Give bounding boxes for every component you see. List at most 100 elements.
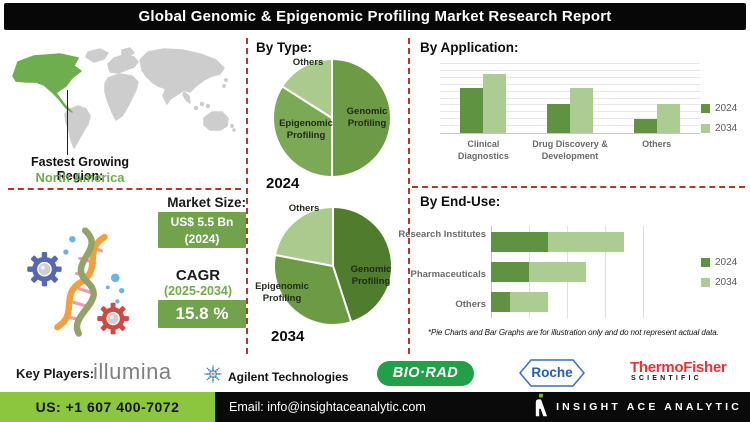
cagr-period: (2025-2034) [163, 284, 233, 298]
application-legend: 2024 2034 [701, 103, 737, 134]
segment-2034 [529, 262, 586, 282]
category-label: Clinical Diagnostics [457, 139, 509, 161]
illumina-logo: illumina [93, 359, 172, 384]
by-type-header: By Type: [256, 40, 313, 55]
category-label: Others [455, 299, 486, 310]
legend-swatch-2024 [701, 104, 710, 113]
market-size-value: US$ 5.5 Bn [170, 215, 234, 229]
roche-logo: Roche [531, 365, 573, 380]
legend-item-2034: 2034 [701, 123, 737, 134]
agilent-spark-icon [204, 365, 222, 383]
stacked-bar-others [491, 292, 548, 312]
bar-2034-drug-discovery-development [570, 88, 593, 133]
india [162, 87, 173, 105]
pie-slice-epigenomic-profiling [273, 253, 353, 326]
bar-2034-clinical-diagnostics [483, 74, 507, 133]
segment-2024 [491, 232, 548, 252]
segment-2024 [491, 292, 510, 312]
molecule-bubbles [63, 235, 125, 304]
australia [203, 111, 229, 131]
footer-phone: US: +1 607 400-7072 [0, 392, 215, 422]
segment-2034 [548, 232, 624, 252]
category-label: Drug Discovery & Development [532, 139, 608, 161]
europe [107, 54, 139, 74]
dna-helix [54, 227, 108, 337]
pie2024-genomic-label: Genomic Profiling [346, 106, 388, 129]
legend-item-2024: 2024 [701, 257, 737, 268]
greenland [85, 48, 109, 63]
pie-slice-genomic-profiling [332, 206, 393, 324]
gridline [440, 83, 700, 85]
pie-slice-others [274, 206, 334, 267]
pie-chart-2034 [273, 206, 393, 326]
key-players-label: Key Players: [16, 366, 95, 381]
gridline [605, 226, 606, 318]
disclaimer-footnote: *Pie Charts and Bar Graphs are for illus… [428, 328, 719, 337]
end-use-legend: 2024 2034 [701, 257, 737, 288]
stacked-bar-research-institutes [491, 232, 624, 252]
application-category-labels: Clinical Diagnostics Drug Discovery & Dev… [440, 139, 700, 162]
segment-2034 [510, 292, 548, 312]
agilent-logo: Agilent Technologies [228, 370, 349, 384]
segment-2024 [491, 262, 529, 282]
end-use-bar-chart [491, 226, 651, 318]
pie2024-others-label: Others [292, 57, 324, 68]
bar-2034-others [656, 104, 680, 133]
stacked-bar-pharmaceuticals [491, 262, 586, 282]
category-label: Pharmaceuticals [410, 269, 486, 280]
insight-ace-logo-icon [535, 393, 548, 417]
asia [139, 48, 225, 99]
footer-brand-name: INSIGHT ACE ANALYTIC [556, 401, 742, 413]
fastest-growing-label: Fastest Growing Region: [31, 155, 129, 183]
market-size-year: (2024) [184, 232, 220, 246]
bar-group-2 [527, 64, 614, 133]
title-banner: Global Genomic & Epigenomic Profiling Ma… [4, 3, 746, 30]
gridline [643, 226, 644, 318]
market-size-badge: US$ 5.5 Bn (2024) [158, 212, 246, 248]
by-end-use-header: By End-Use: [420, 194, 501, 209]
bar-group-3 [613, 64, 700, 133]
gridline [440, 63, 700, 64]
legend-swatch-2034 [701, 124, 710, 133]
africa [104, 73, 139, 121]
legend-label-2024: 2024 [715, 257, 738, 268]
by-application-header: By Application: [420, 40, 519, 55]
legend-label-2034: 2034 [715, 123, 738, 134]
gear-red-icon [97, 302, 129, 335]
pie2034-genomic-label: Genomic Profiling [350, 264, 392, 287]
divider-middle-right [408, 38, 410, 354]
footer-email: Email: info@insightaceanalytic.com [229, 400, 426, 414]
pie2034-others-label: Others [288, 203, 320, 214]
left-panel-divider [8, 188, 241, 190]
scandinavia [121, 47, 135, 57]
report-title: Global Genomic & Epigenomic Profiling Ma… [138, 8, 612, 25]
category-label: Research Institutes [398, 229, 486, 240]
roche-hexagon-icon [519, 359, 585, 387]
bar-2024-clinical-diagnostics [460, 88, 484, 133]
legend-label-2024: 2024 [715, 103, 738, 114]
cagr-label: CAGR [175, 267, 221, 284]
gear-blue-icon [27, 252, 62, 287]
fastest-growing-region: North America [35, 170, 125, 185]
legend-swatch-2034 [701, 278, 710, 287]
right-panel-divider [412, 186, 745, 188]
se-asia [182, 91, 191, 104]
legend-item-2024: 2024 [701, 103, 737, 114]
pie2034-epigenomic-label: Epigenomic Profiling [255, 281, 309, 304]
biorad-logo: BIO·RAD [377, 361, 474, 386]
dna-gears-illustration [27, 227, 129, 337]
legend-item-2034: 2034 [701, 277, 737, 288]
gridline [440, 69, 700, 71]
bar-2024-drug-discovery-development [547, 104, 570, 133]
divider-left-middle [246, 38, 248, 354]
pie-slice-others [281, 58, 333, 119]
pie2034-year-label: 2034 [271, 328, 305, 345]
category-label: Others [642, 139, 672, 149]
bar-group-1 [440, 64, 527, 133]
bar-2024-others [633, 118, 657, 133]
world-map [12, 47, 236, 149]
end-use-category-labels: Research Institutes Pharmaceuticals Others [396, 226, 486, 318]
pie2024-epigenomic-label: Epigenomic Profiling [279, 118, 333, 141]
pie2024-year-label: 2024 [266, 175, 300, 192]
thermofisher-scientific-label: SCIENTIFIC [631, 375, 702, 382]
